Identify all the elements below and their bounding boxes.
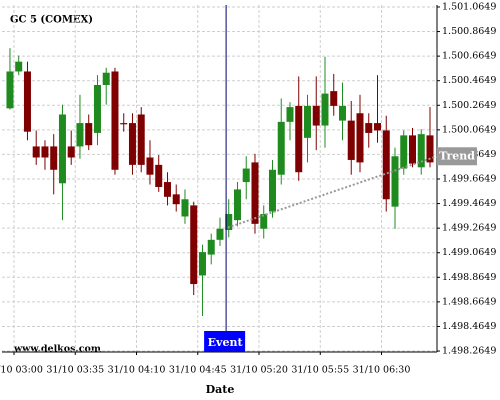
x-tick-label: 31/10 05:20 (230, 365, 288, 376)
x-tick-label: 31/10 03:35 (46, 365, 104, 376)
x-tick-label: 31/10 04:45 (169, 365, 227, 376)
y-tick-label: 1.498.2649 (442, 346, 496, 357)
candle-body (426, 135, 434, 163)
y-tick-label: 1.498.6649 (442, 296, 496, 307)
candle-body (391, 156, 399, 207)
candle-body (233, 189, 241, 221)
candle-body (76, 123, 84, 147)
candle-body (207, 239, 215, 255)
y-tick-label: 1.499.2649 (442, 223, 496, 234)
candle-body (155, 164, 163, 187)
trend-line (227, 155, 438, 229)
candle-body (373, 123, 381, 131)
candle-body (198, 252, 206, 276)
trend-label-box (437, 147, 477, 166)
y-tick-label: 1.500.0649 (442, 124, 496, 135)
candle-body (277, 121, 285, 175)
candle-body (6, 71, 14, 109)
watermark: www.delkos.com (13, 344, 101, 355)
candle-body (251, 162, 259, 224)
candle-body (312, 105, 320, 126)
candle-body (216, 228, 224, 240)
candle-body (181, 199, 189, 217)
candle-body (50, 146, 58, 170)
candle-body (417, 134, 425, 168)
candle-body (408, 135, 416, 164)
event-label-box (204, 331, 246, 352)
candle-body (338, 105, 346, 121)
candle-body (382, 130, 390, 200)
candle-body (365, 123, 373, 133)
candle-body (111, 71, 119, 170)
candle-body (32, 146, 40, 158)
x-tick-label: 31/10 03:00 (0, 365, 43, 376)
candle-body (93, 84, 101, 133)
candle-body (23, 71, 31, 132)
candle-body (190, 205, 198, 285)
candle-body (321, 93, 329, 126)
candle-body (330, 91, 338, 106)
y-tick-label: 1.499.4649 (442, 198, 496, 209)
candle-body (41, 146, 49, 158)
candle-body (268, 169, 276, 212)
y-tick-label: 1.500.8649 (442, 26, 496, 37)
y-tick-label: 1.500.4649 (442, 75, 496, 86)
x-tick-label: 31/10 05:55 (291, 365, 349, 376)
y-tick-label: 1.499.6649 (442, 174, 496, 185)
chart-title: GC 5 (COMEX) (10, 15, 93, 26)
x-axis-label: Date (206, 383, 235, 396)
candle-body (303, 105, 311, 138)
candle-body (225, 214, 233, 230)
candle-body (137, 114, 145, 165)
y-tick-label: 1.500.6649 (442, 51, 496, 62)
candle-body (260, 214, 268, 229)
x-tick-label: 31/10 04:10 (108, 365, 166, 376)
candle-body (67, 146, 75, 158)
candle-body (400, 135, 408, 169)
candle-body (102, 72, 110, 85)
candle-body (85, 123, 93, 146)
candle-body (172, 194, 180, 205)
candle-body (295, 105, 303, 173)
y-tick-label: 1.500.2649 (442, 100, 496, 111)
candle-body (242, 168, 250, 183)
candle-body (120, 123, 128, 125)
y-tick-label: 1.498.4649 (442, 321, 496, 332)
event-label: Event (208, 336, 244, 349)
y-tick-label: 1.498.8649 (442, 272, 496, 283)
x-tick-label: 31/10 06:30 (353, 365, 411, 376)
trend-label: Trend (439, 149, 475, 162)
candle-body (146, 157, 154, 175)
y-tick-label: 1.499.0649 (442, 247, 496, 258)
candle-body (347, 120, 355, 160)
candle-body (163, 182, 171, 197)
candle-body (286, 107, 294, 122)
y-tick-label: 1.501.0649 (442, 1, 496, 12)
candle-body (15, 61, 23, 72)
candle-body (58, 114, 66, 184)
candle-body (356, 113, 364, 163)
candle-body (128, 123, 136, 165)
